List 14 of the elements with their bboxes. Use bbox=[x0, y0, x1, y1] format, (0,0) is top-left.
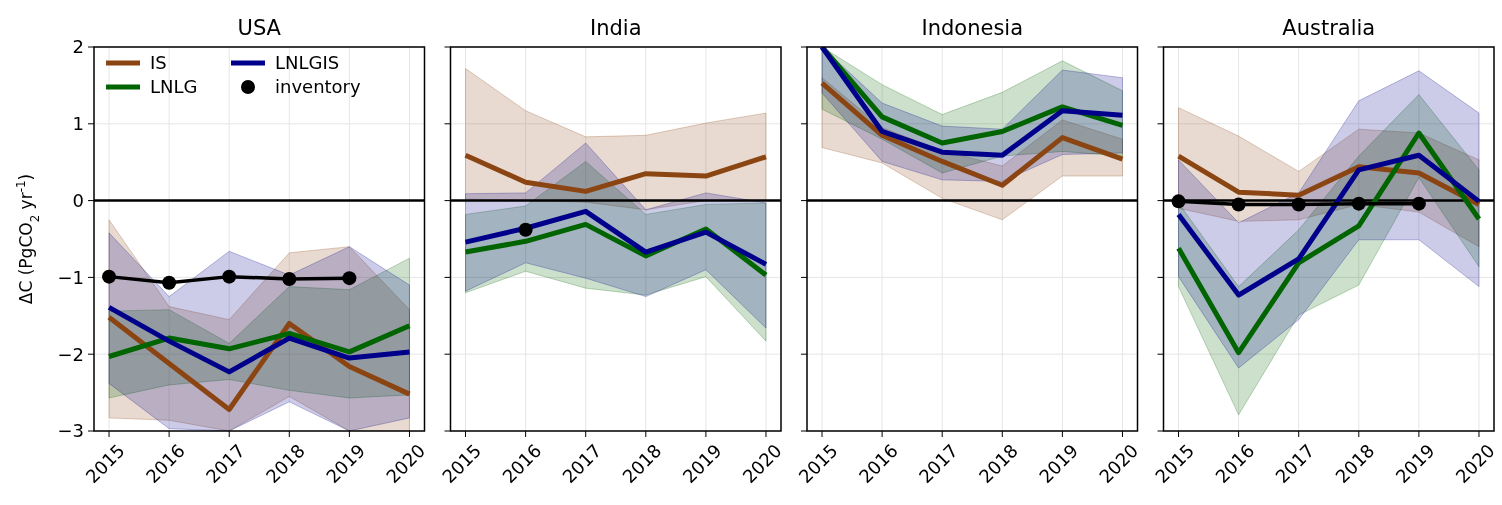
y-tick-label: 2 bbox=[72, 36, 84, 58]
legend-label: IS bbox=[150, 52, 167, 74]
y-tick-label: −2 bbox=[57, 343, 84, 365]
chart-title: USA bbox=[237, 16, 282, 40]
chart-title: Indonesia bbox=[921, 16, 1024, 40]
legend-label: LNLGIS bbox=[275, 52, 340, 74]
y-tick-label: 1 bbox=[72, 113, 84, 135]
chart-title: India bbox=[589, 16, 642, 40]
legend-label: inventory bbox=[275, 76, 362, 98]
chart-title: Australia bbox=[1282, 16, 1376, 40]
y-tick-label: 0 bbox=[72, 189, 84, 211]
y-tick-label: −3 bbox=[57, 420, 84, 442]
y-tick-label: −1 bbox=[57, 266, 84, 288]
legend-label: LNLG bbox=[150, 76, 198, 98]
